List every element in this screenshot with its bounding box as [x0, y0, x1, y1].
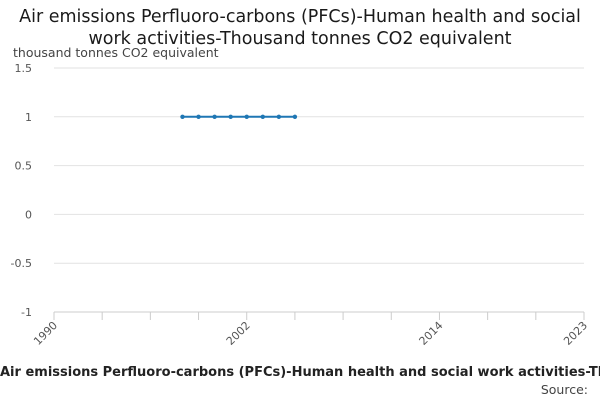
y-tick-label: 1.5 [15, 62, 33, 75]
data-point [244, 114, 249, 120]
data-point [196, 114, 201, 120]
x-tick-label: 1990 [31, 319, 60, 348]
legend-series-label: Air emissions Perfluoro-carbons (PFCs)-H… [0, 365, 600, 380]
data-point [260, 114, 265, 120]
x-tick-label: 2023 [561, 319, 590, 348]
y-tick-label: 1 [25, 111, 32, 124]
y-axis-unit-label: thousand tonnes CO2 equivalent [13, 45, 219, 60]
x-tick-label: 2014 [417, 319, 446, 348]
data-point [228, 114, 233, 120]
data-point [276, 114, 282, 120]
source-label: Source: [540, 382, 588, 397]
y-tick-label: -0.5 [11, 257, 32, 270]
data-point [292, 114, 298, 120]
y-tick-label: 0.5 [15, 160, 33, 173]
y-tick-label: 0 [25, 208, 32, 221]
y-tick-label: -1 [21, 306, 32, 319]
chart-title: Air emissions Perfluoro-carbons (PFCs)-H… [19, 7, 581, 49]
data-point [180, 114, 185, 120]
data-point [212, 114, 217, 120]
x-tick-label: 2002 [224, 319, 253, 348]
